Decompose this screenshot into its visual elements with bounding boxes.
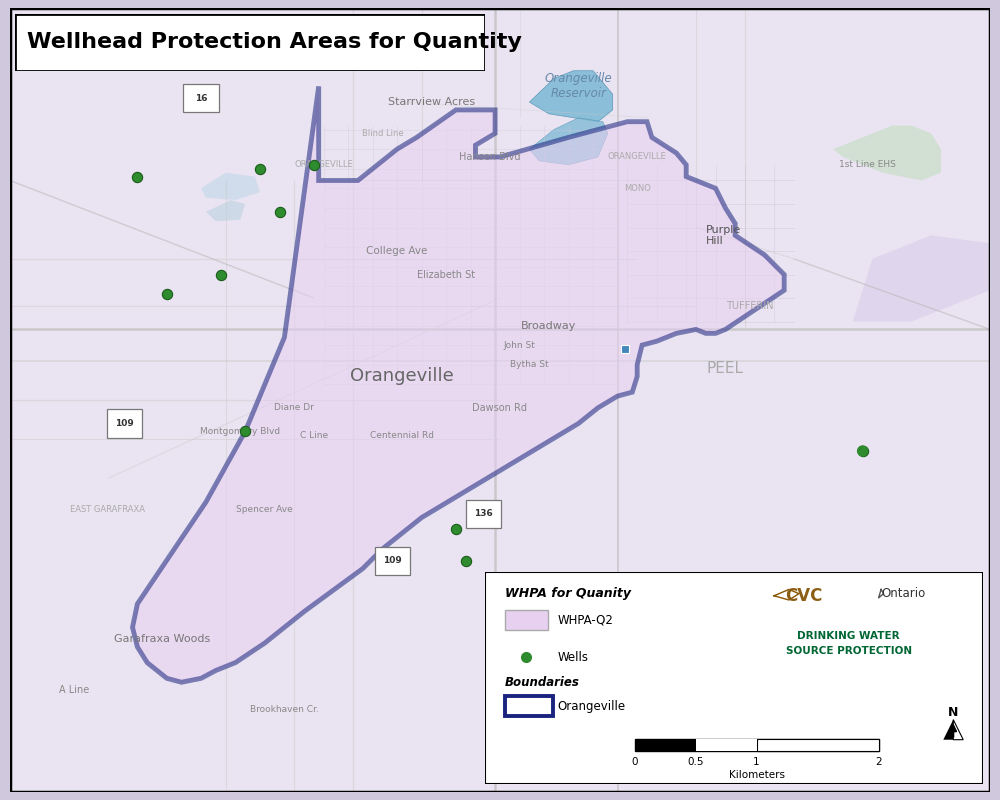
Text: Elizabeth St: Elizabeth St — [417, 270, 475, 279]
Point — [159, 288, 175, 301]
Text: 16: 16 — [195, 94, 207, 102]
Point — [855, 445, 871, 458]
Bar — [375, 546, 410, 575]
Text: TUFFERIN: TUFFERIN — [726, 301, 774, 311]
Text: Orangeville
Reservoir: Orangeville Reservoir — [545, 72, 612, 100]
Point — [237, 425, 253, 438]
Text: Garafraxa Woods: Garafraxa Woods — [114, 634, 210, 644]
Text: Montgomery Blvd: Montgomery Blvd — [200, 427, 280, 436]
Text: Blind Line: Blind Line — [362, 129, 403, 138]
Text: Spencer Ave: Spencer Ave — [236, 506, 293, 514]
Point — [448, 523, 464, 536]
Text: Starrview Acres: Starrview Acres — [388, 97, 475, 107]
Polygon shape — [529, 70, 613, 122]
Text: Orangeville: Orangeville — [350, 367, 454, 386]
Point — [306, 158, 322, 171]
Text: 1st Line EHS: 1st Line EHS — [839, 160, 896, 170]
Text: 109: 109 — [115, 419, 134, 428]
Text: Hansen Blvd: Hansen Blvd — [459, 152, 521, 162]
Text: PEEL: PEEL — [707, 361, 744, 376]
Text: EAST GARAFRAXA: EAST GARAFRAXA — [70, 506, 146, 514]
Text: Broadway: Broadway — [521, 321, 577, 330]
Polygon shape — [201, 173, 260, 200]
Text: C Line: C Line — [300, 430, 328, 440]
Text: John St: John St — [504, 341, 536, 350]
Text: College Ave: College Ave — [366, 246, 428, 256]
Text: Bytha St: Bytha St — [510, 360, 549, 370]
Point — [213, 268, 229, 281]
Text: A Line: A Line — [59, 685, 89, 695]
Polygon shape — [833, 126, 941, 181]
Point — [617, 342, 633, 355]
Polygon shape — [529, 118, 608, 165]
Text: ORANGEVILLE: ORANGEVILLE — [608, 153, 667, 162]
Text: ORANGEVILLE: ORANGEVILLE — [294, 160, 353, 170]
Point — [458, 554, 474, 567]
Point — [855, 445, 871, 458]
Bar — [466, 499, 501, 528]
Point — [129, 170, 145, 183]
Point — [252, 162, 268, 175]
Bar — [183, 84, 219, 112]
Point — [272, 206, 288, 218]
Text: Dawson Rd: Dawson Rd — [473, 403, 528, 413]
Bar — [107, 410, 142, 438]
Polygon shape — [206, 200, 245, 222]
Text: MONO: MONO — [624, 184, 651, 193]
Text: Diane Dr: Diane Dr — [274, 403, 314, 412]
Text: Purple
Hill: Purple Hill — [706, 225, 741, 246]
Text: 109: 109 — [383, 556, 402, 566]
Text: 136: 136 — [474, 509, 493, 518]
Text: Centennial Rd: Centennial Rd — [370, 430, 434, 440]
Text: Brookhaven Cr.: Brookhaven Cr. — [250, 705, 319, 714]
Polygon shape — [853, 235, 990, 322]
Polygon shape — [132, 86, 784, 682]
